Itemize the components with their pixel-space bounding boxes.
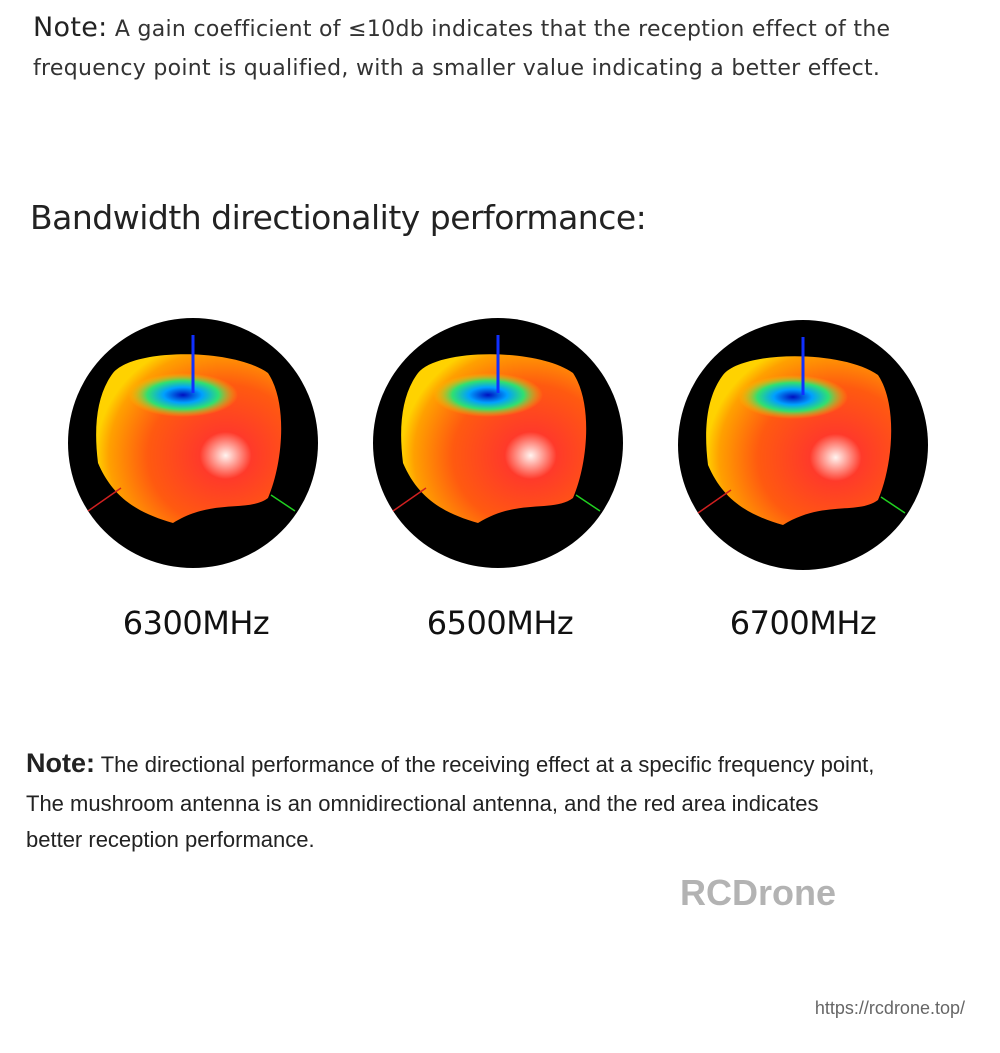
radiation-pattern bbox=[676, 318, 930, 572]
frequency-label: 6300MHz bbox=[122, 604, 270, 642]
note-line: Note: The directional performance of the… bbox=[26, 748, 874, 779]
radiation-pattern bbox=[66, 316, 320, 570]
patterns bbox=[66, 316, 930, 572]
note-text: The mushroom antenna is an omnidirection… bbox=[26, 791, 819, 816]
note-text: better reception performance. bbox=[26, 827, 315, 852]
heading: Bandwidth directionality performance: bbox=[30, 198, 647, 237]
note-line: Note: A gain coefficient of ≤10db indica… bbox=[33, 12, 890, 43]
watermark: RCDrone bbox=[680, 872, 837, 913]
frequency-label: 6500MHz bbox=[426, 604, 574, 642]
note-label: Note: bbox=[33, 12, 108, 43]
source-url: https://rcdrone.top/ bbox=[814, 998, 965, 1018]
frequency-label: 6700MHz bbox=[729, 604, 877, 642]
note-text: The directional performance of the recei… bbox=[100, 752, 875, 777]
radiation-pattern bbox=[371, 316, 625, 570]
note-text: A gain coefficient of ≤10db indicates th… bbox=[114, 17, 891, 42]
note-label: Note: bbox=[26, 748, 95, 778]
note-text: frequency point is qualified, with a sma… bbox=[33, 56, 881, 81]
